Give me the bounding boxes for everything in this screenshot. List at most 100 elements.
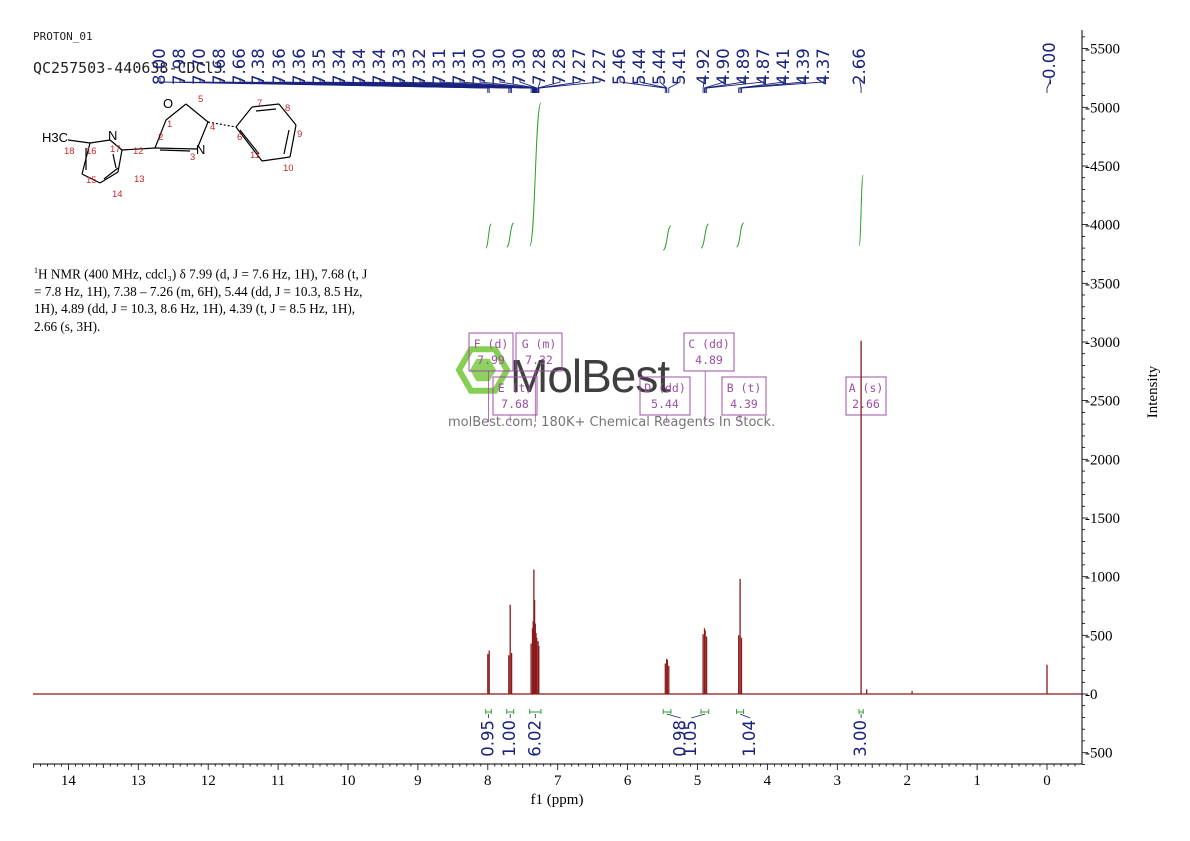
watermark-logo-outer [455,346,511,394]
peak-label: 7.32 [410,48,429,85]
peak-label: 7.30 [490,48,509,85]
integral-bracket [529,709,542,714]
integral-bracket [506,709,515,714]
bond [165,103,187,121]
bond [159,149,191,152]
spectrum-trace [33,340,1082,695]
integral-connector [691,713,706,719]
x-tick-label: 13 [131,773,146,789]
hashed-wedge [207,121,237,128]
integral-value: 1.00 [500,720,519,757]
bond [117,149,123,173]
integral-value: 0.95 [479,720,498,757]
integral-connector [739,713,751,719]
x-tick-label: 9 [414,773,422,789]
y-tick-label: -3000 [1085,335,1120,351]
bond [251,103,280,108]
peak-label: 7.36 [290,48,309,85]
multiplet-box [468,332,514,372]
y-tick-label: -0 [1085,687,1098,703]
bond [261,156,291,162]
atom-number: 17 [110,144,121,155]
peak-connector [1046,78,1051,93]
peak-connector [538,78,601,93]
atom-number: 5 [198,94,203,105]
integral-curve [736,222,745,248]
atom-number: 9 [297,129,302,140]
y-tick-label: -2000 [1085,452,1120,468]
atom-number: 14 [112,189,123,200]
multiplet-box [639,376,691,416]
peak-label: 8.00 [150,48,169,85]
watermark-tagline: molBest.com, 180K+ Chemical Reagents In … [448,415,775,430]
peak-label: 2.66 [850,48,869,85]
peak-label: 7.34 [330,48,349,85]
x-tick-label: 1 [973,773,981,789]
integral-bracket [700,709,710,714]
integral-value: 3.00 [851,720,870,757]
bond [283,129,290,155]
peak-connector [739,78,805,93]
bond [81,173,101,184]
multiplet-shift: 5.44 [651,397,679,411]
peak-connector [706,78,765,93]
integral-curve [485,223,492,249]
watermark-logo-inner [470,358,496,382]
multiplet-type: B (t) [727,381,762,395]
sample-id: QC257503-440638-CDCl3 [33,59,223,77]
bond [185,103,209,123]
atom-number: 15 [86,175,97,186]
atom-label: O [163,96,173,111]
bond [235,106,253,128]
peak-connector [419,78,536,93]
peak-label: 4.92 [694,48,713,85]
y-tick-label: -5000 [1085,100,1120,116]
atom-number: 7 [257,98,262,109]
bond [239,129,260,155]
bond [99,171,119,184]
y-axis-label: Intensity [1145,365,1161,418]
atom-number: 4 [210,122,215,133]
x-tick-label: 0 [1043,773,1051,789]
bond [255,108,277,112]
y-tick-label: -500 [1085,746,1113,762]
peak-label: 4.87 [754,48,773,85]
peak-label: 7.36 [270,48,289,85]
x-tick-label: 4 [764,773,772,789]
integral-value: 6.02 [525,720,544,757]
peak-label: -0.00 [1040,42,1059,85]
atom-number: 13 [134,174,145,185]
bond [89,139,111,144]
integral-value: 1.05 [681,720,700,757]
atom-label: N [108,128,117,143]
peak-label: 7.70 [190,48,209,85]
peak-label: 7.34 [370,48,389,85]
multiplet-box [683,332,735,372]
multiplet-shift: 4.39 [730,397,758,411]
y-tick-label: -500 [1085,628,1113,644]
x-tick-label: 12 [201,773,216,789]
peak-label: 7.27 [570,48,589,85]
multiplet-shift: 7.32 [525,353,553,367]
multiplet-type: C (dd) [688,337,730,351]
integral-curve [858,174,864,247]
peak-connector [379,78,535,93]
x-axis-label: f1 (ppm) [531,792,584,808]
nucleus-superscript: 1 [34,266,38,275]
x-tick-label: 6 [624,773,632,789]
peak-label: 7.30 [470,48,489,85]
peak-connector [619,78,666,93]
x-tick-label: 10 [341,773,356,789]
pulse-name: PROTON_01 [33,30,93,43]
multiplet-box [492,376,538,416]
peak-label: 5.41 [670,48,689,85]
peak-connector [704,78,725,93]
peak-label: 7.31 [450,48,469,85]
multiplet-boxes: F (d) 7.99 G (m) 7.32 E (t) 7.68 C (dd) 4.89 D (… [468,332,887,422]
peak-connector [668,78,681,93]
integral-curve [506,222,515,248]
nmr-description: 1H NMR (400 MHz, cdcl₃) δ 7.99 (d, J = 7… [34,262,372,335]
atom-number: 1 [167,119,172,130]
peak-labels: 8.00 7.98 7.70 7.68 7.66 7.38 7.36 7.36 7.35 7.34… [150,42,1059,93]
